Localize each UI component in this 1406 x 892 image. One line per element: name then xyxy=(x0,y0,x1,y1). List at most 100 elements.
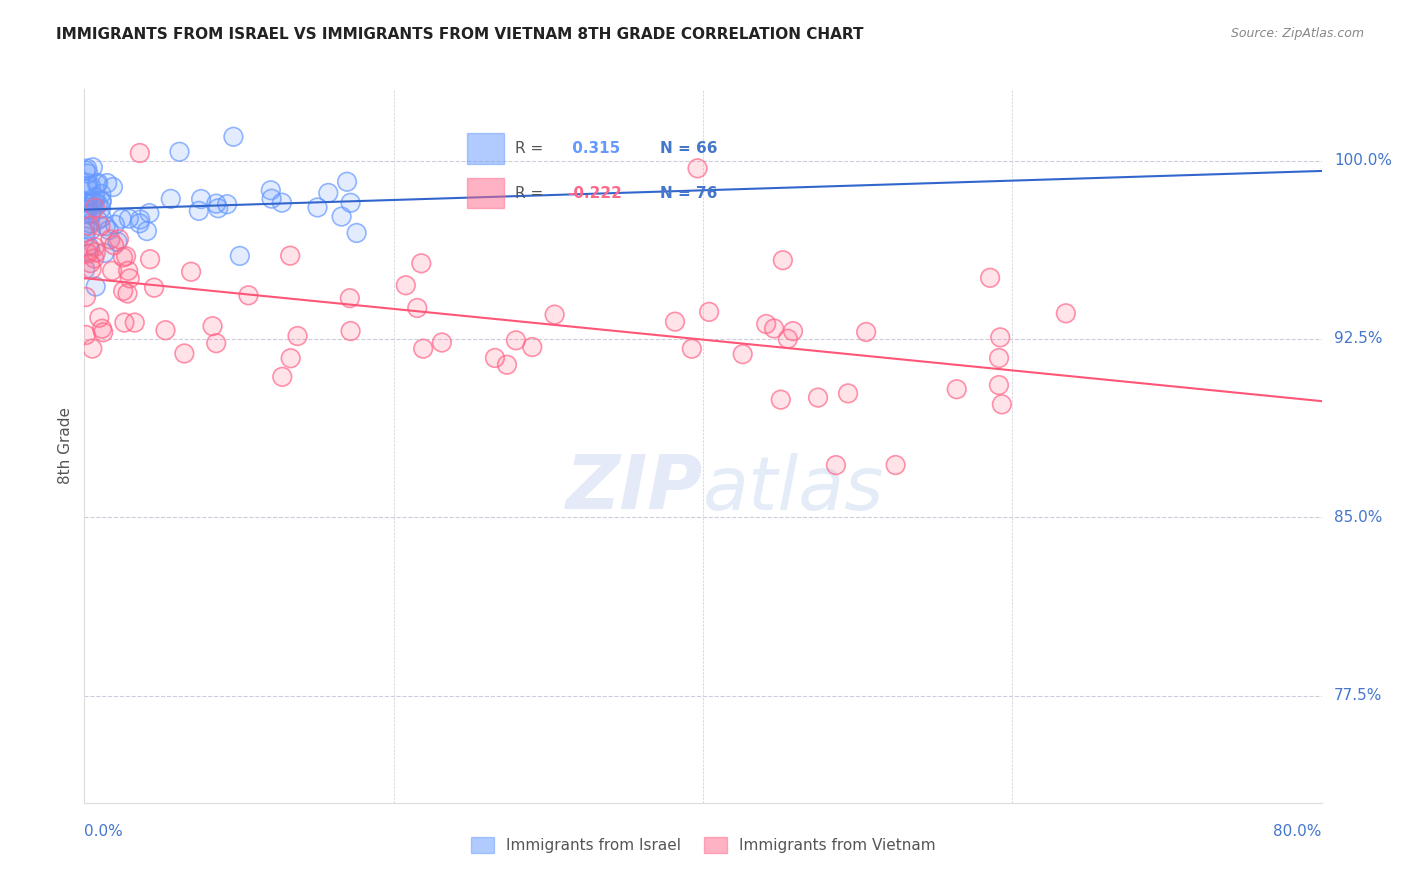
Point xyxy=(77,239,100,253)
Point xyxy=(855,325,877,339)
Point xyxy=(112,316,135,330)
Point xyxy=(217,197,239,211)
Point xyxy=(75,290,97,304)
Point xyxy=(90,194,112,208)
Point xyxy=(76,161,98,176)
Point xyxy=(207,201,229,215)
Point xyxy=(159,192,181,206)
Point xyxy=(318,186,340,200)
Point xyxy=(98,232,121,246)
Point xyxy=(395,278,418,293)
Point xyxy=(80,196,103,211)
Point xyxy=(112,251,135,265)
Point xyxy=(205,336,228,351)
Point xyxy=(271,369,294,384)
Point xyxy=(731,347,754,361)
Point xyxy=(987,378,1010,392)
Point xyxy=(135,224,157,238)
Point xyxy=(945,382,967,396)
Point xyxy=(83,252,105,266)
Point xyxy=(945,382,967,396)
Point xyxy=(89,219,111,233)
Point xyxy=(270,195,292,210)
Point xyxy=(173,346,195,360)
Point xyxy=(83,194,105,209)
Point xyxy=(987,378,1010,392)
Point xyxy=(104,218,127,232)
Point xyxy=(90,194,112,209)
Point xyxy=(169,145,191,159)
Point xyxy=(115,249,138,263)
Point xyxy=(222,129,245,144)
Point xyxy=(430,335,453,350)
Point xyxy=(543,308,565,322)
Point xyxy=(82,161,104,175)
Point xyxy=(884,458,907,472)
Point xyxy=(339,195,361,210)
Point xyxy=(173,346,195,360)
Point xyxy=(139,252,162,267)
Point xyxy=(79,216,101,230)
Point xyxy=(76,176,98,190)
Point xyxy=(80,206,103,220)
Point xyxy=(101,180,124,194)
Point xyxy=(769,392,792,407)
Point xyxy=(77,239,100,253)
Point xyxy=(772,253,794,268)
Point xyxy=(90,194,112,208)
Point xyxy=(155,323,177,337)
Point xyxy=(89,310,111,325)
Point xyxy=(87,213,110,227)
Point xyxy=(91,326,114,340)
Point xyxy=(430,335,453,350)
Point xyxy=(101,264,124,278)
Point xyxy=(128,146,150,161)
Point xyxy=(84,279,107,293)
Point xyxy=(82,342,104,356)
Point xyxy=(80,178,103,193)
Point xyxy=(97,223,120,237)
Point xyxy=(484,351,506,365)
Point xyxy=(411,256,433,270)
Point xyxy=(76,176,98,190)
Point xyxy=(75,290,97,304)
Point xyxy=(697,305,720,319)
Point xyxy=(84,190,107,204)
Point xyxy=(169,145,191,159)
Point xyxy=(217,197,239,211)
Point xyxy=(522,340,544,354)
Point xyxy=(138,206,160,220)
Point xyxy=(75,229,97,244)
Point xyxy=(118,211,141,226)
Point xyxy=(664,315,686,329)
Point xyxy=(82,342,104,356)
Point xyxy=(77,219,100,233)
Point xyxy=(83,194,105,209)
Point xyxy=(76,178,98,193)
Point xyxy=(76,161,98,176)
Point xyxy=(884,458,907,472)
Point xyxy=(112,284,135,298)
Text: 100.0%: 100.0% xyxy=(1334,153,1392,168)
Point xyxy=(83,252,105,266)
Point xyxy=(411,256,433,270)
Point xyxy=(807,391,830,405)
Point xyxy=(117,286,139,301)
Point xyxy=(77,182,100,196)
Point xyxy=(190,192,212,206)
Point xyxy=(260,183,283,197)
Point xyxy=(991,397,1014,411)
Point xyxy=(75,262,97,277)
Point xyxy=(75,328,97,343)
Point xyxy=(79,243,101,257)
Point xyxy=(107,235,129,249)
Point xyxy=(406,301,429,315)
Point xyxy=(155,323,177,337)
Point xyxy=(270,195,292,210)
Point xyxy=(77,246,100,260)
Point xyxy=(278,249,301,263)
Point xyxy=(91,321,114,335)
Point xyxy=(205,196,228,211)
Point xyxy=(103,238,125,252)
Point xyxy=(280,351,302,366)
